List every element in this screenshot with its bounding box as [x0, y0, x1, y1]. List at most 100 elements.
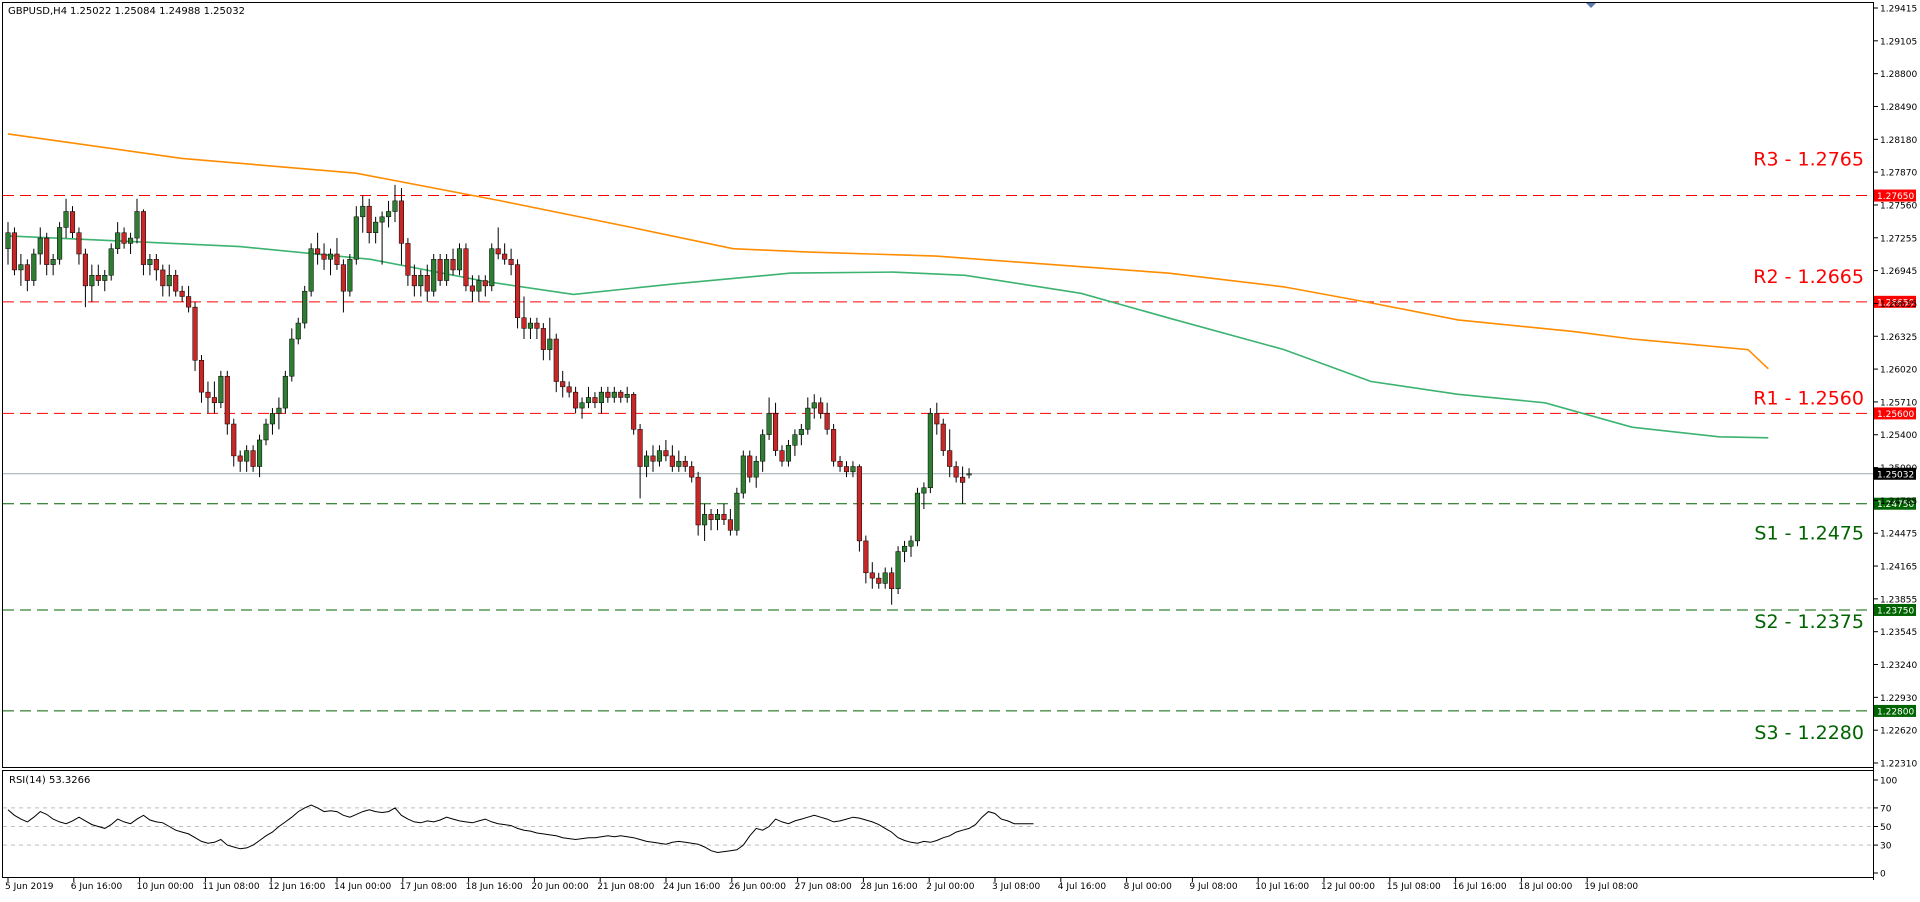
candle-body — [237, 455, 243, 462]
candle-body — [560, 381, 566, 388]
candle-body — [495, 248, 501, 255]
level-price-tag — [1874, 603, 1916, 616]
candle-body — [334, 253, 340, 265]
price-axis-label: 1.25710 — [1880, 398, 1917, 408]
candle-body — [521, 317, 527, 329]
candle-body — [11, 232, 17, 271]
level-price-tag — [1874, 189, 1916, 202]
candle-body — [721, 514, 727, 520]
candle-body — [863, 540, 869, 574]
candle-body — [573, 391, 579, 409]
candle-body — [302, 290, 308, 324]
candle-body — [882, 572, 888, 584]
time-axis-label: 27 Jun 08:00 — [795, 882, 852, 892]
time-axis-label: 28 Jun 16:00 — [860, 882, 917, 892]
candle-body — [282, 375, 288, 409]
candle-body — [902, 545, 908, 552]
candle-body — [785, 445, 792, 462]
time-axis-label: 16 Jul 16:00 — [1453, 882, 1507, 892]
candle-body — [444, 259, 450, 281]
candle-body — [121, 232, 127, 244]
time-axis-label: 4 Jul 16:00 — [1058, 882, 1107, 892]
candle-body — [244, 450, 250, 462]
price-axis-label: 1.23240 — [1880, 661, 1917, 671]
moving-averages-group — [7, 133, 1769, 439]
level-price-tag-text: 1.24750 — [1877, 500, 1914, 510]
symbol-title: GBPUSD,H4 — [8, 6, 67, 17]
candle-body — [482, 280, 488, 287]
candle-body — [379, 216, 385, 223]
price-axis-label: 1.28800 — [1880, 70, 1917, 80]
candle-body — [850, 466, 856, 473]
level-label-r2: R2 - 1.2665 — [1753, 266, 1864, 288]
candle-body — [669, 455, 675, 467]
price-axis-label: 1.23545 — [1880, 628, 1917, 638]
rsi-axis-label: 70 — [1880, 804, 1892, 814]
candle-body — [566, 386, 572, 393]
price-axis-label: 1.23855 — [1880, 595, 1917, 605]
rsi-axis-label: 0 — [1880, 870, 1886, 880]
candle-body — [192, 306, 198, 361]
time-axis-label: 14 Jun 00:00 — [334, 882, 391, 892]
candle-body — [128, 237, 134, 244]
candle-body — [534, 322, 540, 329]
shift-marker-icon[interactable] — [1586, 3, 1596, 8]
candle-body — [366, 205, 372, 233]
candle-body — [418, 275, 424, 287]
candle-body — [398, 200, 404, 244]
rsi-axis-label: 50 — [1880, 823, 1892, 833]
candle-body — [347, 259, 353, 292]
candle-body — [44, 237, 50, 265]
ohlc-readout: 1.25022 1.25084 1.24988 1.25032 — [70, 6, 245, 17]
candle-body — [914, 492, 921, 542]
level-label-s1: S1 - 1.2475 — [1754, 523, 1864, 545]
candle-body — [257, 439, 263, 467]
candle-body — [205, 391, 211, 398]
level-price-tag-text: 1.26650 — [1877, 298, 1914, 308]
price-axis-label: 1.25090 — [1880, 464, 1917, 474]
candle-body — [5, 232, 11, 249]
time-axis-label: 21 Jun 08:00 — [597, 882, 654, 892]
level-label-s3: S3 - 1.2280 — [1754, 722, 1864, 744]
candle-body — [895, 551, 901, 589]
candle-body — [476, 280, 482, 292]
candle-body — [921, 487, 927, 494]
candle-body — [695, 476, 701, 526]
candle-body — [263, 423, 269, 441]
price-axis-label: 1.25400 — [1880, 431, 1917, 441]
candle-body — [714, 514, 721, 520]
price-axis-label: 1.26945 — [1880, 267, 1917, 277]
candles-group — [5, 184, 972, 605]
candle-body — [585, 397, 592, 404]
candle-body — [837, 460, 843, 467]
candle-body — [37, 237, 43, 255]
candle-body — [173, 275, 179, 292]
time-axis-label: 20 Jun 00:00 — [531, 882, 588, 892]
candle-body — [618, 391, 624, 398]
candle-body — [63, 211, 69, 228]
level-price-tag-text: 1.27650 — [1877, 192, 1914, 202]
candle-body — [340, 264, 346, 292]
time-axis-label: 15 Jul 08:00 — [1387, 882, 1441, 892]
time-axis-label: 9 Jul 08:00 — [1189, 882, 1238, 892]
candle-body — [702, 514, 708, 526]
candle-body — [31, 253, 37, 281]
candle-body — [811, 402, 817, 409]
candle-body — [747, 455, 753, 478]
candle-body — [927, 413, 933, 489]
time-axis-label: 11 Jun 08:00 — [202, 882, 259, 892]
candle-body — [224, 375, 230, 425]
candle-body — [766, 413, 772, 435]
current-price-tag — [1874, 467, 1916, 480]
candle-body — [489, 248, 495, 287]
candle-body — [308, 248, 314, 292]
price-axis-label: 1.28180 — [1880, 136, 1917, 146]
level-label-r1: R1 - 1.2560 — [1753, 387, 1864, 409]
level-price-tag-text: 1.23750 — [1877, 606, 1914, 616]
candle-body — [792, 434, 798, 446]
candle-body — [624, 394, 630, 398]
candle-body — [289, 338, 295, 377]
